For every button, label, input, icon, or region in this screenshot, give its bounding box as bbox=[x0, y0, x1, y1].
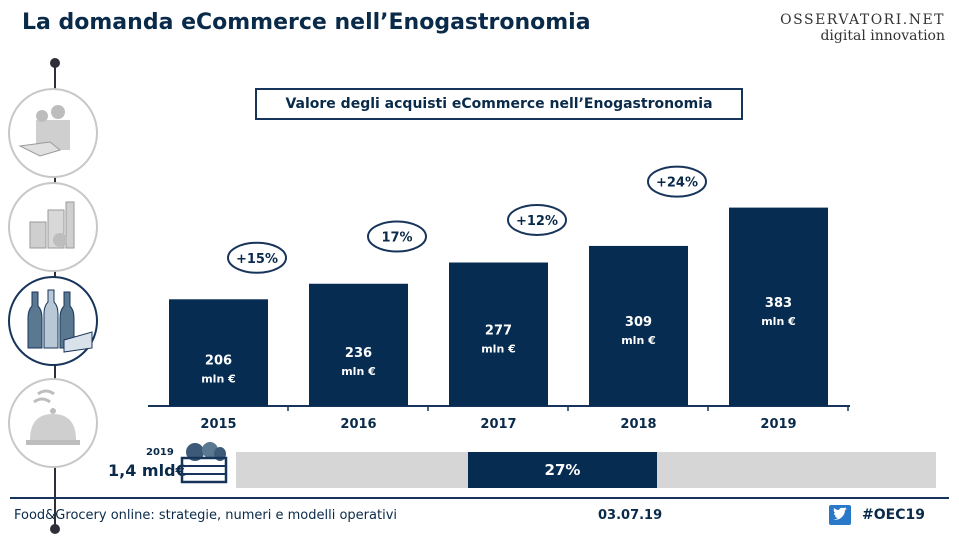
x-tick-label: 2016 bbox=[340, 417, 376, 432]
growth-bubble bbox=[507, 203, 567, 236]
osservatori-logo: OSSERVATORI.NET digital innovation bbox=[780, 12, 945, 44]
x-tick-label: 2015 bbox=[200, 417, 236, 432]
rail-dot-bottom bbox=[50, 524, 60, 534]
packaged-food-icon[interactable] bbox=[8, 182, 98, 272]
growth-bubble bbox=[647, 165, 707, 198]
x-tick-label: 2017 bbox=[480, 417, 516, 432]
rail-dot-top bbox=[50, 58, 60, 68]
footer-hashtag[interactable]: #OEC19 bbox=[862, 507, 925, 523]
logo-line1: OSSERVATORI.NET bbox=[780, 12, 945, 28]
footer-divider bbox=[10, 497, 949, 499]
bar-value-label: 309 bbox=[625, 315, 652, 330]
page-title: La domanda eCommerce nell’Enogastronomia bbox=[22, 10, 591, 35]
food-delivery-cloche-icon[interactable] bbox=[8, 378, 98, 468]
share-total: 1,4 mld€ bbox=[108, 461, 187, 480]
bar-unit-label: mln € bbox=[481, 342, 516, 355]
wine-cheese-icon[interactable] bbox=[8, 276, 98, 366]
footer-event-title: Food&Grocery online: strategie, numeri e… bbox=[14, 508, 398, 523]
bar bbox=[309, 283, 408, 406]
share-fill: 27% bbox=[468, 452, 657, 488]
x-tick-label: 2018 bbox=[620, 417, 656, 432]
grocery-bag-hand-icon[interactable] bbox=[8, 88, 98, 178]
growth-label: +15% bbox=[236, 252, 278, 267]
bar-value-label: 236 bbox=[345, 346, 372, 361]
bar bbox=[589, 245, 688, 406]
bar-unit-label: mln € bbox=[201, 373, 236, 386]
bar bbox=[169, 299, 268, 406]
growth-label: +12% bbox=[516, 214, 558, 229]
bar-unit-label: mln € bbox=[761, 315, 796, 328]
bar bbox=[449, 262, 548, 406]
footer-date: 03.07.19 bbox=[598, 508, 663, 523]
twitter-icon[interactable] bbox=[829, 505, 851, 525]
growth-bubble bbox=[227, 241, 287, 274]
bar-value-label: 383 bbox=[765, 296, 792, 311]
share-year: 2019 bbox=[146, 447, 174, 458]
chart-title: Valore degli acquisti eCommerce nell’Eno… bbox=[255, 88, 743, 120]
growth-label: +24% bbox=[656, 176, 698, 191]
x-tick-label: 2019 bbox=[760, 417, 796, 432]
crate-icon bbox=[180, 442, 228, 484]
bar bbox=[729, 207, 828, 406]
growth-bubble bbox=[367, 220, 427, 253]
growth-label: 17% bbox=[381, 231, 412, 246]
logo-line2: digital innovation bbox=[820, 28, 945, 44]
bar-unit-label: mln € bbox=[341, 365, 376, 378]
bar-unit-label: mln € bbox=[621, 334, 656, 347]
bar-value-label: 277 bbox=[485, 323, 512, 338]
bar-value-label: 206 bbox=[205, 354, 232, 369]
